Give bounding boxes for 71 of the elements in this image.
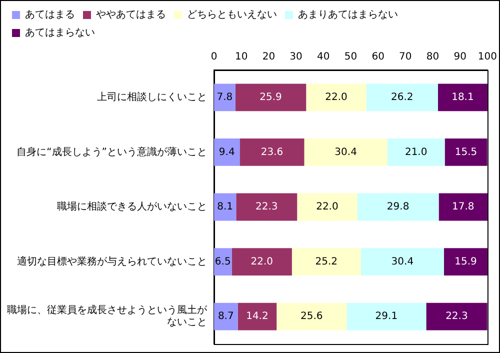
bar	[387, 138, 445, 166]
bar	[232, 248, 292, 276]
data-label: 29.1	[375, 311, 398, 322]
data-label: 22.0	[250, 256, 273, 268]
bar	[366, 84, 438, 112]
data-label: 17.8	[452, 202, 474, 213]
bar	[276, 302, 347, 330]
x-tick-label: 90	[454, 52, 466, 63]
data-label: 8.7	[218, 311, 234, 322]
bar	[438, 193, 488, 221]
x-tick-label: 70	[399, 52, 412, 63]
bar	[444, 138, 488, 166]
bar	[360, 248, 444, 276]
bar	[214, 248, 232, 276]
data-label: 7.8	[216, 92, 233, 103]
data-label: 29.8	[386, 202, 410, 213]
data-label: 25.2	[315, 256, 338, 268]
y-tick-label: 自身に“成長しよう”という意識が薄いこと	[16, 146, 207, 158]
x-tick-label: 50	[344, 52, 358, 63]
x-tick-label: 20	[262, 52, 276, 63]
y-tick-label: 適切な目標や業務が与えられていないこと	[17, 255, 207, 268]
data-label: 30.4	[334, 146, 357, 158]
legend-label: ややあてはまる	[96, 10, 166, 21]
data-label: 22.3	[446, 311, 468, 322]
bar	[444, 248, 488, 276]
x-tick-label: 0	[210, 52, 218, 63]
y-tick-label: 職場に、従業員を成長させようという風土がないこと	[7, 304, 208, 328]
bar	[304, 138, 388, 166]
bar	[438, 84, 488, 112]
data-label: 22.0	[325, 92, 348, 103]
data-label: 25.6	[300, 311, 323, 322]
legend-label: どちらともいえない	[187, 10, 277, 21]
data-label: 15.5	[454, 146, 478, 158]
x-tick-label: 100	[478, 52, 498, 63]
bar	[236, 193, 298, 221]
data-label: 14.2	[246, 311, 268, 322]
data-label: 21.0	[404, 146, 428, 158]
data-label: 8.1	[217, 202, 234, 213]
data-label: 26.2	[391, 92, 414, 103]
data-label: 25.9	[260, 92, 282, 103]
bar	[214, 302, 238, 330]
legend-label: あてはまらない	[25, 28, 95, 39]
data-label: 6.5	[214, 256, 231, 268]
data-label: 22.3	[256, 202, 278, 213]
y-tick-label: 職場に相談できる人がいないこと	[57, 200, 207, 213]
x-tick-label: 80	[426, 52, 440, 63]
bar	[346, 302, 426, 330]
bar	[297, 193, 358, 221]
data-label: 30.4	[391, 256, 414, 268]
x-tick-label: 60	[372, 52, 384, 63]
y-tick-label: 上司に相談しにくいこと	[97, 90, 207, 103]
bar	[235, 84, 306, 112]
bar	[357, 193, 439, 221]
legend-label: あてはまる	[25, 10, 75, 21]
data-label: 9.4	[218, 146, 235, 158]
legend-label: あまりあてはまらない	[298, 10, 398, 21]
data-label: 18.1	[452, 92, 474, 103]
bar	[214, 138, 240, 166]
data-label: 22.0	[316, 202, 338, 213]
x-tick-label: 30	[290, 52, 302, 63]
bar	[240, 138, 304, 166]
data-label: 23.6	[260, 146, 284, 158]
data-label: 15.9	[454, 256, 477, 268]
bar	[238, 302, 277, 330]
bar	[214, 193, 236, 221]
x-tick-label: 10	[234, 52, 248, 63]
x-tick-label: 40	[317, 52, 330, 63]
bar	[292, 248, 361, 276]
bar	[306, 84, 366, 112]
bar	[426, 302, 488, 330]
bar	[214, 84, 236, 112]
